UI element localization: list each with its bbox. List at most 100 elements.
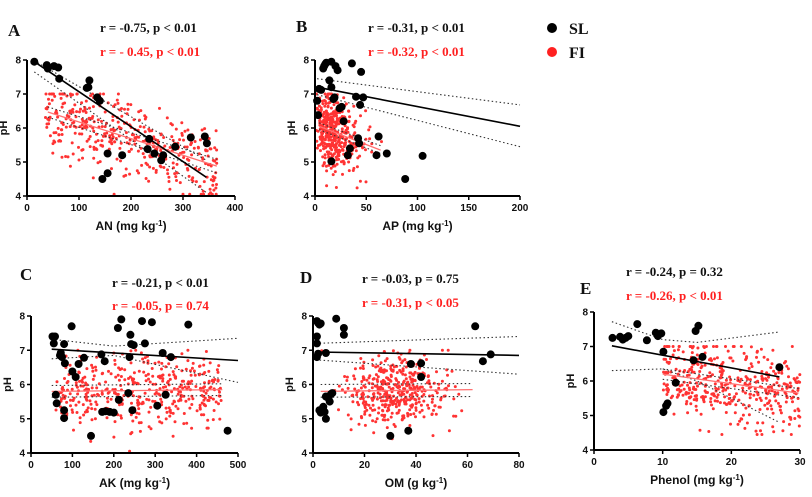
fi-point xyxy=(758,396,762,400)
fi-point xyxy=(712,393,716,397)
fi-point xyxy=(192,146,196,150)
fi-point xyxy=(341,172,344,176)
fi-point xyxy=(204,350,208,353)
fi-point xyxy=(400,398,403,402)
fi-point xyxy=(78,421,82,425)
y-tick-label: 7 xyxy=(15,90,21,101)
fi-point xyxy=(329,119,333,123)
fi-point xyxy=(204,404,207,408)
fi-point xyxy=(208,361,212,365)
fi-point xyxy=(699,412,703,416)
fi-point xyxy=(447,429,451,433)
fi-point xyxy=(379,369,382,373)
fi-point xyxy=(148,129,152,133)
fi-point xyxy=(690,365,694,369)
sl-point xyxy=(418,151,427,160)
fi-point xyxy=(53,94,57,98)
fi-point xyxy=(218,417,222,421)
fi-point xyxy=(404,400,408,404)
fi-point xyxy=(359,357,363,360)
fi-point xyxy=(406,412,410,416)
fi-point xyxy=(148,154,152,158)
x-tick-label: 50 xyxy=(361,203,373,214)
legend-label-sl: SL xyxy=(569,21,589,38)
fi-point xyxy=(404,402,408,406)
sl-point xyxy=(140,339,149,348)
fi-point xyxy=(206,426,210,430)
fi-point xyxy=(165,410,169,414)
fi-point xyxy=(137,369,141,373)
fi-point xyxy=(167,362,171,366)
fi-point xyxy=(695,394,698,398)
fi-point xyxy=(726,386,730,390)
fi-point xyxy=(137,395,141,399)
fi-point xyxy=(736,376,740,380)
fi-point xyxy=(187,397,191,401)
sl-point xyxy=(657,329,666,338)
fi-point xyxy=(188,382,192,385)
fi-point xyxy=(45,125,49,129)
y-tick-label: 5 xyxy=(15,158,21,169)
fi-point xyxy=(123,107,126,111)
sl-point xyxy=(486,350,495,359)
fi-point xyxy=(363,412,367,416)
fi-point xyxy=(395,371,399,375)
fi-point xyxy=(85,410,89,414)
fi-point xyxy=(326,92,330,96)
fi-point xyxy=(146,372,150,376)
fi-point xyxy=(733,395,737,399)
fi-point xyxy=(324,125,328,129)
fi-point xyxy=(409,387,413,391)
fi-point xyxy=(135,169,139,173)
fi-point xyxy=(78,379,81,383)
panel-letter: C xyxy=(20,265,32,284)
fi-point xyxy=(63,101,67,105)
fi-point xyxy=(372,392,376,396)
sl-points xyxy=(608,320,784,417)
fi-point xyxy=(133,142,137,146)
fi-point xyxy=(354,149,358,153)
fi-point xyxy=(756,379,760,383)
fi-point xyxy=(400,391,404,394)
fi-point xyxy=(713,357,716,361)
fi-point xyxy=(182,150,186,154)
fi-point xyxy=(156,139,160,142)
fi-point xyxy=(354,119,358,123)
fi-point xyxy=(119,141,123,145)
fi-point xyxy=(173,172,177,176)
fi-point xyxy=(364,400,368,404)
fi-point xyxy=(371,403,375,407)
fi-point xyxy=(440,379,444,383)
fi-point xyxy=(337,152,341,156)
fi-point xyxy=(162,136,166,139)
fi-point xyxy=(764,396,768,400)
fi-point xyxy=(218,390,221,394)
fi-point xyxy=(756,421,760,425)
sl-point xyxy=(404,426,413,435)
fi-point xyxy=(385,426,389,430)
fi-point xyxy=(671,394,674,398)
sl-point xyxy=(352,92,360,101)
x-axis-label: AP (mg kg-1) xyxy=(382,219,452,234)
fi-point xyxy=(141,357,145,361)
fi-point xyxy=(75,385,79,389)
sl-fit-line xyxy=(33,61,207,178)
fi-point xyxy=(340,127,344,131)
fi-point xyxy=(81,403,85,407)
fi-point xyxy=(368,137,372,141)
fi-point xyxy=(355,393,359,397)
fi-point xyxy=(120,114,124,118)
fi-point xyxy=(706,391,709,394)
sl-ci-lower xyxy=(315,359,520,375)
sl-point xyxy=(659,408,668,417)
fi-point xyxy=(382,415,386,419)
y-tick-label: 5 xyxy=(303,158,309,169)
fi-point xyxy=(209,178,213,182)
fi-point xyxy=(120,367,124,371)
fi-point xyxy=(665,393,669,396)
y-tick-label: 7 xyxy=(301,346,307,357)
fi-point xyxy=(138,429,142,433)
fi-point xyxy=(151,399,155,403)
fi-point xyxy=(743,381,747,385)
